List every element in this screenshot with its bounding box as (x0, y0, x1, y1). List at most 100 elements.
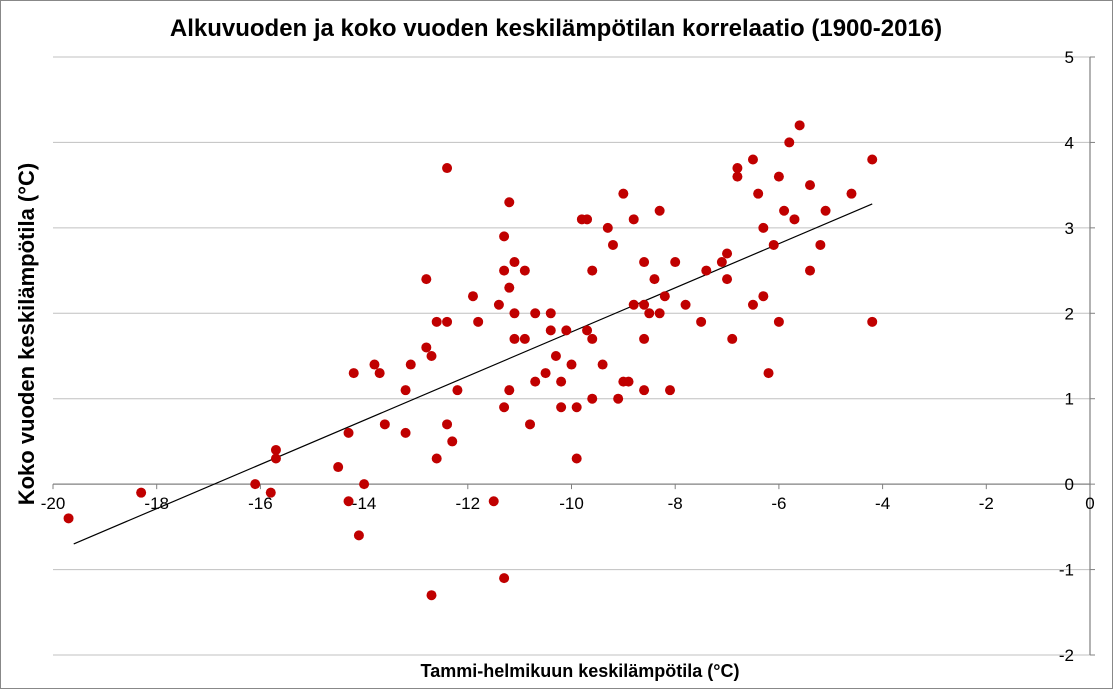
data-point (442, 419, 453, 430)
y-tick-label: 3 (1065, 219, 1074, 238)
data-point (488, 496, 499, 507)
data-point (405, 359, 416, 370)
data-point (773, 316, 784, 327)
data-point (250, 479, 261, 490)
data-point (753, 188, 764, 199)
data-point (623, 376, 634, 387)
data-point (499, 573, 510, 584)
x-tick-label: -2 (979, 494, 994, 513)
x-tick-labels: -20 -18 -16 -14 -12 -10 -8 -6 -4 -2 0 (41, 494, 1095, 513)
data-point (566, 359, 577, 370)
data-point (442, 316, 453, 327)
data-point (805, 180, 816, 191)
x-tick-label: -18 (144, 494, 169, 513)
data-point (343, 496, 354, 507)
data-point (758, 222, 769, 233)
data-point (665, 385, 676, 396)
y-tick-label: 2 (1065, 304, 1074, 323)
data-point (530, 308, 541, 319)
y-tick-label: 4 (1065, 133, 1074, 152)
data-point (602, 222, 613, 233)
data-point (794, 120, 805, 131)
data-point (768, 239, 779, 250)
data-point (421, 342, 432, 353)
x-tick-label: 0 (1085, 494, 1094, 513)
data-point (747, 299, 758, 310)
data-point (701, 265, 712, 276)
data-point (426, 351, 437, 361)
data-point (867, 154, 878, 165)
data-point (431, 316, 442, 327)
grid-lines (53, 56, 1090, 656)
data-point (452, 385, 463, 396)
data-point (587, 393, 598, 404)
data-point (545, 325, 556, 336)
data-point (607, 239, 618, 250)
data-point (426, 590, 437, 601)
trendline-group (73, 203, 873, 545)
data-point (369, 359, 380, 370)
data-point (659, 291, 670, 302)
chart-title: Alkuvuoden ja koko vuoden keskilämpötila… (170, 15, 942, 42)
data-point (644, 308, 655, 319)
x-tick-label: -12 (456, 494, 481, 513)
data-point (639, 385, 650, 396)
data-point (509, 308, 520, 319)
x-tick-label: -20 (41, 494, 66, 513)
data-point (270, 444, 281, 455)
data-point (716, 257, 727, 268)
data-point (654, 308, 665, 319)
data-point (613, 393, 624, 404)
data-points (63, 120, 878, 601)
data-point (519, 265, 530, 276)
x-tick-label: -4 (875, 494, 890, 513)
data-point (509, 333, 520, 344)
data-point (571, 453, 582, 464)
data-point (374, 368, 385, 379)
data-point (265, 487, 276, 498)
data-point (556, 402, 567, 413)
data-point (504, 197, 515, 208)
data-point (467, 291, 478, 302)
data-point (820, 205, 831, 216)
data-point (400, 427, 411, 438)
data-point (654, 205, 665, 216)
data-point (763, 368, 774, 379)
data-point (732, 163, 743, 174)
data-point (509, 257, 520, 268)
y-tick-labels: -2 -1 0 1 2 3 4 5 (1059, 48, 1074, 665)
data-point (618, 188, 629, 199)
data-point (815, 239, 826, 250)
data-point (582, 325, 593, 336)
data-point (773, 171, 784, 182)
data-point (758, 291, 769, 302)
data-point (499, 402, 510, 413)
data-point (639, 333, 650, 344)
data-point (270, 453, 281, 464)
data-point (722, 248, 733, 259)
data-point (333, 462, 344, 473)
data-point (722, 274, 733, 285)
trendline (73, 203, 873, 545)
data-point (587, 265, 598, 276)
data-point (649, 274, 660, 285)
data-point (473, 316, 484, 327)
data-point (359, 479, 370, 490)
data-point (442, 163, 453, 174)
y-tick-label: 0 (1065, 475, 1074, 494)
data-point (530, 376, 541, 387)
data-point (628, 214, 639, 225)
data-point (582, 214, 593, 225)
y-axis-title: Koko vuoden keskilämpötila (°C) (14, 163, 39, 506)
data-point (784, 137, 795, 148)
data-point (867, 316, 878, 327)
data-point (343, 427, 354, 438)
y-tick-label: -2 (1059, 646, 1074, 665)
data-point (587, 333, 598, 344)
data-point (493, 299, 504, 310)
x-tick-label: -8 (668, 494, 683, 513)
data-point (556, 376, 567, 387)
